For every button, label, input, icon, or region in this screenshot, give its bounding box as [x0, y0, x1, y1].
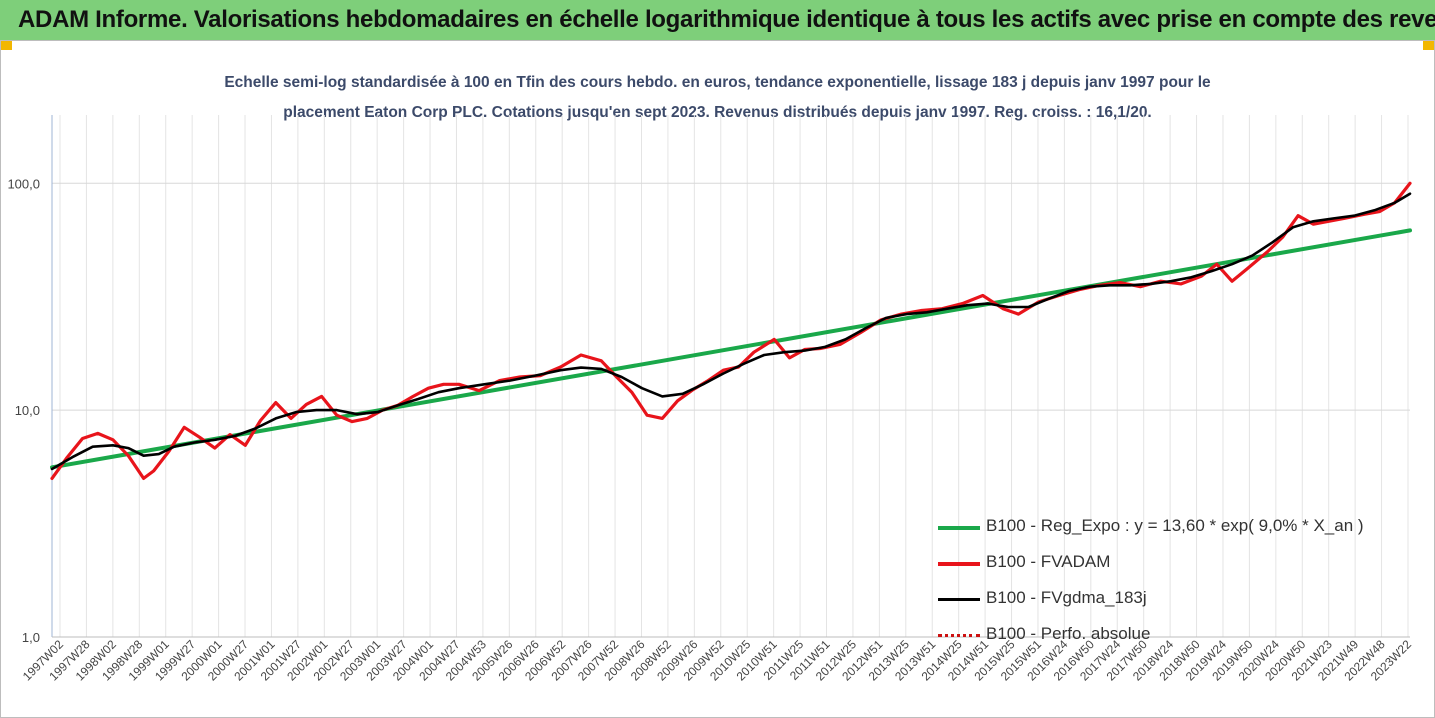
- y-tick-label: 10,0: [15, 403, 40, 418]
- legend-swatch-reg-expo: [938, 526, 980, 530]
- chart-subtitle-line1: Echelle semi-log standardisée à 100 en T…: [224, 74, 1211, 91]
- series-line-fvgdma: [50, 192, 1412, 471]
- legend-label-fvadam: B100 - FVADAM: [986, 552, 1111, 571]
- legend-item-fvadam: B100 - FVADAM: [938, 550, 1418, 578]
- report-title: ADAM Informe. Valorisations hebdomadaire…: [18, 6, 1435, 33]
- chart-grid: [52, 115, 1410, 638]
- chart-subtitle-line2: placement Eaton Corp PLC. Cotations jusq…: [283, 104, 1152, 121]
- legend-item-fvgdma: B100 - FVgdma_183j: [938, 586, 1418, 614]
- legend-swatch-fvadam: [938, 562, 980, 566]
- series-line-reg-expo: [50, 228, 1412, 470]
- y-axis: 1,0 10,0 100,0: [7, 115, 53, 645]
- legend-swatch-fvgdma: [938, 598, 980, 601]
- legend-item-perfo: B100 - Perfo. absolue: [938, 622, 1418, 650]
- corner-accent-right: [1423, 40, 1435, 50]
- corner-accent-left: [0, 40, 12, 50]
- legend-label-perfo: B100 - Perfo. absolue: [986, 624, 1151, 643]
- chart-series: [50, 181, 1412, 480]
- report-banner: ADAM Informe. Valorisations hebdomadaire…: [0, 0, 1435, 41]
- legend-item-reg-expo: B100 - Reg_Expo : y = 13,60 * exp( 9,0% …: [938, 514, 1418, 542]
- legend-label-reg-expo: B100 - Reg_Expo : y = 13,60 * exp( 9,0% …: [986, 516, 1364, 535]
- y-tick-label: 1,0: [22, 630, 40, 645]
- legend-swatch-perfo: [938, 634, 980, 637]
- y-tick-label: 100,0: [7, 176, 40, 191]
- legend-label-fvgdma: B100 - FVgdma_183j: [986, 588, 1147, 607]
- series-line-fvadam: [50, 181, 1412, 480]
